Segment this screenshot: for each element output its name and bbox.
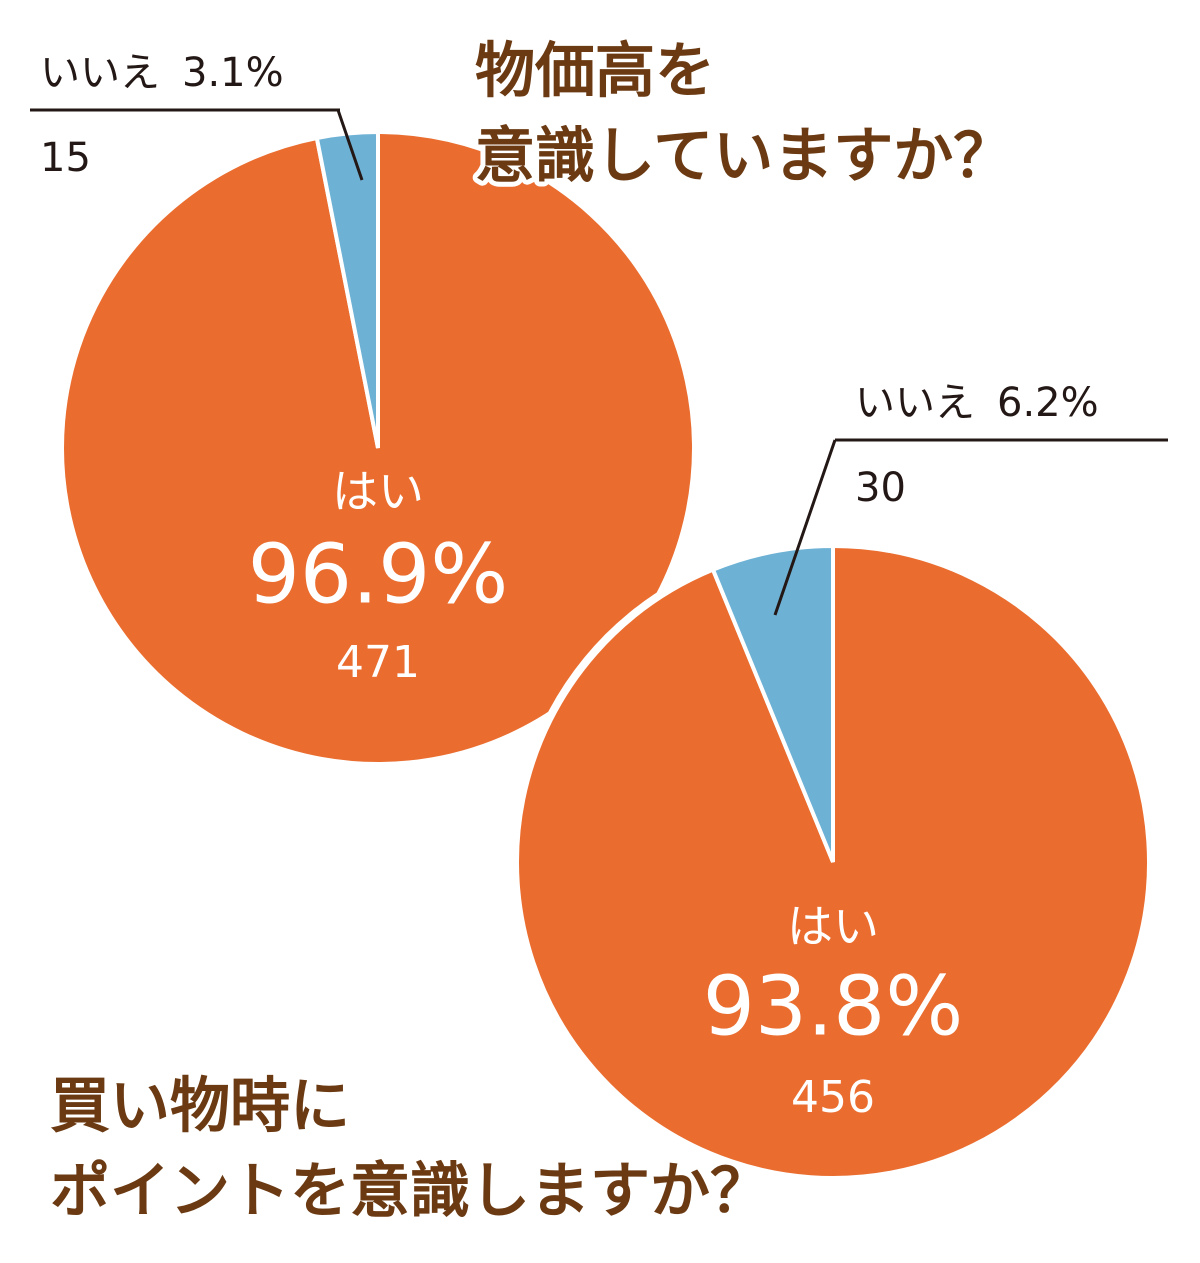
chart-title: 物価高を [475,37,715,107]
slice-count: 471 [336,637,420,688]
slice-count: 456 [791,1072,875,1123]
pie-slice [710,543,835,863]
slice-label: はい [332,465,424,519]
leader-line [336,109,364,181]
chart-title: 意識していますか？ [475,122,1013,192]
pie-chart: はい 96.9% 471 [60,129,696,766]
category: いいえ [40,50,160,96]
chart-title: 買い物時に [50,1072,350,1142]
slice-count: 30 [855,465,906,511]
slice-label: いいえ 3.1% [40,50,284,96]
slice-percent: 96.9% [248,527,509,622]
slice-label: いいえ 6.2% [855,380,1099,426]
slice-percent: 93.8% [703,959,964,1054]
percent: 3.1% [182,50,284,96]
percent: 6.2% [997,380,1099,426]
slice-label: はい [787,900,879,954]
leader-line [773,439,837,616]
category: いいえ [855,380,975,426]
slice-count: 15 [40,135,91,181]
chart-title: ポイントを意識しますか？ [50,1157,770,1227]
